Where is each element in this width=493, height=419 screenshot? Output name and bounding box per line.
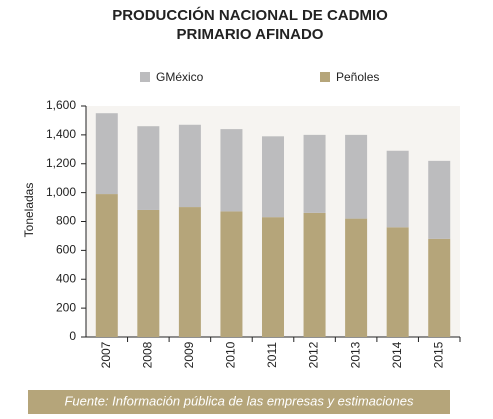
y-tick-label: 1,400 [46, 127, 76, 141]
y-axis-label: Toneladas [22, 183, 36, 238]
y-tick-label: 600 [56, 243, 76, 257]
x-tick-label: 2009 [182, 341, 196, 368]
source: Fuente: Información pública de las empre… [64, 393, 414, 408]
bar-segment [303, 134, 326, 213]
x-tick-label: 2015 [431, 341, 445, 368]
source-band [28, 390, 450, 414]
bar-segment [345, 218, 368, 337]
y-tick-label: 1,000 [46, 185, 76, 199]
bar-segment [303, 212, 326, 337]
chart-title: PRIMARIO AFINADO [177, 26, 324, 43]
bar-segment [178, 124, 201, 208]
y-tick-label: 400 [56, 271, 76, 285]
bar-segment [220, 129, 243, 212]
y-tick-label: 1,600 [46, 98, 76, 112]
y-tick-label: 1,200 [46, 156, 76, 170]
bar-segment [95, 113, 118, 195]
bar-segment [428, 238, 451, 337]
y-tick-label: 0 [69, 329, 76, 343]
x-tick-label: 2013 [348, 341, 362, 368]
bar-segment [428, 160, 451, 239]
y-tick-label: 800 [56, 214, 76, 228]
bar-segment [345, 134, 368, 219]
bar-segment [178, 207, 201, 337]
legend-swatch [140, 72, 150, 82]
bar-segment [386, 227, 409, 337]
bar-segment [262, 136, 284, 218]
bar-segment [137, 126, 160, 210]
x-tick-label: 2014 [390, 341, 404, 368]
bar-segment [220, 211, 243, 337]
legend-label: GMéxico [156, 70, 204, 84]
legend-label: Peñoles [336, 70, 379, 84]
bar-segment [386, 150, 409, 228]
x-tick-label: 2012 [307, 341, 321, 368]
x-tick-label: 2008 [141, 341, 155, 368]
legend-swatch [320, 72, 330, 82]
chart-title: PRODUCCIÓN NACIONAL DE CADMIO [112, 6, 388, 24]
bar-segment [95, 194, 118, 337]
x-tick-label: 2010 [224, 341, 238, 368]
x-tick-label: 2007 [99, 341, 113, 368]
bar-segment [137, 209, 160, 337]
bar-segment [262, 217, 284, 337]
x-tick-label: 2011 [265, 342, 279, 368]
y-tick-label: 200 [56, 300, 76, 314]
